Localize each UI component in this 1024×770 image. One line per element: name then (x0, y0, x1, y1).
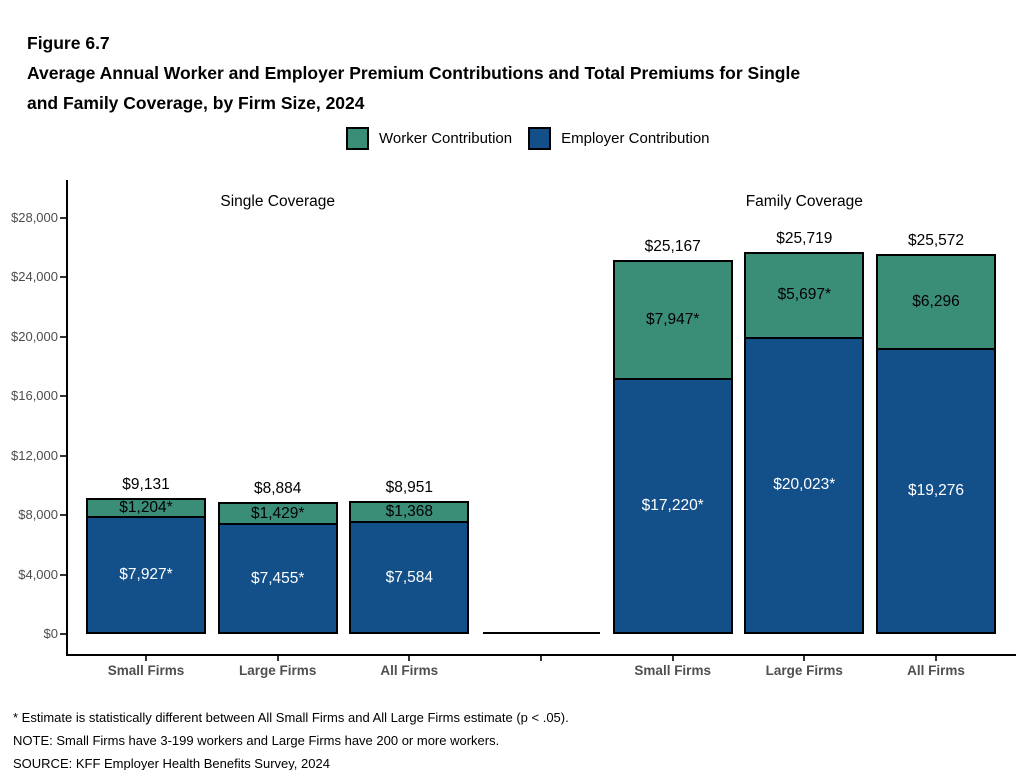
y-axis-tick-label: $24,000 (11, 269, 58, 285)
empty-category-baseline (482, 632, 600, 634)
footnote-asterisk: * Estimate is statistically different be… (13, 710, 569, 725)
legend: Worker Contribution Employer Contributio… (346, 127, 710, 150)
x-axis-category-label: Small Firms (634, 663, 711, 678)
y-axis-tick (60, 276, 66, 279)
group-label: Family Coverage (745, 193, 863, 210)
worker-contribution-segment: $1,204* (86, 498, 206, 516)
worker-contribution-segment: $1,429* (217, 502, 338, 524)
x-axis-line (66, 654, 1016, 656)
y-axis-tick-label: $20,000 (11, 328, 58, 344)
title-block: Figure 6.7 Average Annual Worker and Emp… (27, 28, 800, 118)
worker-contribution-segment: $5,697* (744, 251, 865, 337)
footnotes: * Estimate is statistically different be… (13, 706, 569, 770)
y-axis-tick-label: $8,000 (18, 507, 58, 523)
employer-swatch-icon (528, 127, 552, 150)
bar-total-label: $9,131 (122, 476, 170, 494)
worker-contribution-segment: $6,296 (876, 254, 996, 348)
worker-contribution-segment: $7,947* (612, 260, 733, 379)
figure-title-line-2: and Family Coverage, by Firm Size, 2024 (27, 93, 365, 113)
y-axis-tick-label: $16,000 (11, 388, 58, 404)
x-axis-tick (540, 656, 542, 661)
legend-label-worker: Worker Contribution (379, 130, 513, 147)
bar-total-label: $8,951 (385, 479, 433, 496)
y-axis-tick (60, 454, 66, 457)
y-axis-tick-label: $12,000 (11, 447, 58, 463)
bar-total-label: $25,719 (776, 229, 833, 247)
x-axis-category-label: All Firms (907, 663, 965, 678)
y-axis-tick (60, 573, 66, 576)
x-axis-tick (145, 656, 147, 661)
legend-item-worker: Worker Contribution (346, 127, 512, 150)
bar-total-label: $8,884 (253, 480, 302, 497)
worker-contribution-segment: $1,368 (349, 501, 470, 522)
y-axis-line (66, 180, 68, 656)
employer-contribution-segment: $17,220* (612, 378, 733, 634)
x-axis-category-label: Small Firms (107, 663, 185, 678)
x-axis-category-label: Large Firms (239, 663, 317, 678)
y-axis-tick (60, 335, 66, 338)
footnote-source: SOURCE: KFF Employer Health Benefits Sur… (13, 756, 330, 770)
x-axis-tick (803, 656, 806, 661)
employer-contribution-segment: $7,927* (86, 516, 206, 634)
employer-contribution-segment: $20,023* (744, 336, 865, 634)
y-axis-tick (60, 217, 66, 219)
y-axis-tick-label: $28,000 (11, 210, 58, 225)
legend-item-employer: Employer Contribution (528, 127, 710, 150)
legend-label-employer: Employer Contribution (561, 130, 710, 147)
footnote-note: NOTE: Small Firms have 3-199 workers and… (13, 733, 500, 748)
bar-total-label: $25,572 (907, 232, 965, 250)
worker-swatch-icon (346, 127, 369, 150)
y-axis-tick-label: $4,000 (18, 566, 58, 582)
x-axis-tick (276, 656, 279, 661)
employer-contribution-segment: $7,455* (217, 523, 338, 634)
x-axis-category-label: Large Firms (765, 663, 843, 678)
y-axis-tick (60, 633, 66, 635)
employer-contribution-segment: $19,276 (876, 347, 996, 634)
x-axis-tick (671, 656, 674, 661)
x-axis-tick (408, 656, 411, 661)
x-axis-tick (935, 656, 937, 661)
employer-contribution-segment: $7,584 (349, 521, 470, 634)
y-axis-tick (60, 395, 66, 398)
figure-title-line-1: Average Annual Worker and Employer Premi… (27, 63, 801, 83)
group-label: Single Coverage (220, 193, 335, 210)
y-axis-tick-label: $0 (43, 626, 58, 641)
y-axis-tick (60, 514, 66, 517)
bar-total-label: $25,167 (644, 238, 701, 256)
figure-number: Figure 6.7 (27, 33, 110, 53)
x-axis-category-label: All Firms (380, 663, 439, 678)
